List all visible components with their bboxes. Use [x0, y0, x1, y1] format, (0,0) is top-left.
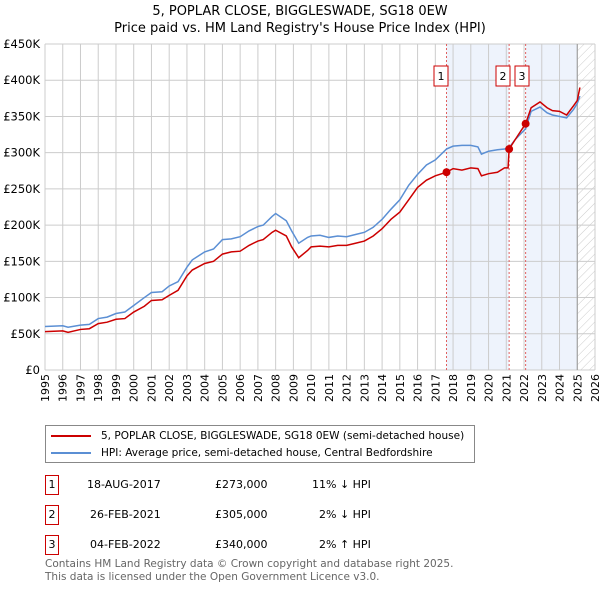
sale-label: 3 — [519, 70, 526, 83]
sale-hpi-diff: 2% ↑ HPI — [319, 538, 371, 551]
y-tick-label: £350K — [3, 109, 40, 123]
red-line-swatch — [51, 435, 91, 437]
sale-row: 3 04-FEB-2022 £340,000 2% ↑ HPI — [45, 535, 445, 555]
x-tick-label: 2019 — [465, 374, 478, 402]
y-tick-label: £250K — [3, 182, 40, 196]
sale-hpi-diff: 2% ↓ HPI — [319, 508, 371, 521]
shaded-period — [446, 44, 509, 370]
chart-title: 5, POPLAR CLOSE, BIGGLESWADE, SG18 0EW — [152, 4, 448, 19]
sale-date: 04-FEB-2022 — [90, 538, 161, 551]
legend-label: HPI: Average price, semi-detached house,… — [101, 447, 433, 459]
price-chart: 1995 1996 1997 1998 1999 2000 2001 2002 2003 2004… — [3, 37, 600, 402]
sale-label-box — [433, 65, 449, 87]
y-tick-label: £150K — [3, 254, 40, 268]
x-tick-label: 2005 — [216, 374, 229, 402]
x-tick-label: 2003 — [181, 374, 194, 402]
y-tick-label: £50K — [11, 327, 41, 341]
x-tick-label: 2014 — [376, 374, 389, 402]
x-tick-label: 2001 — [145, 374, 158, 402]
legend-item-hpi: HPI: Average price, semi-detached house,… — [51, 445, 433, 461]
sale-point — [442, 168, 451, 177]
sale-price: £273,000 — [215, 478, 268, 491]
x-tick-label: 1995 — [39, 374, 52, 402]
sale-date: 18-AUG-2017 — [87, 478, 161, 491]
sale-number: 1 — [45, 475, 59, 495]
legend-label: 5, POPLAR CLOSE, BIGGLESWADE, SG18 0EW (… — [101, 430, 465, 442]
x-tick-label: 2017 — [429, 374, 442, 402]
forecast-hatch — [577, 44, 595, 370]
shaded-period — [525, 44, 578, 370]
x-tick-label: 1999 — [110, 374, 123, 402]
y-tick-label: £450K — [3, 37, 40, 51]
x-tick-label: 1997 — [74, 374, 87, 402]
x-tick-label: 2007 — [252, 374, 265, 402]
x-tick-label: 2023 — [536, 374, 549, 402]
x-tick-label: 2006 — [234, 374, 247, 402]
sale-point — [521, 119, 530, 128]
legend-item-property: 5, POPLAR CLOSE, BIGGLESWADE, SG18 0EW (… — [51, 428, 464, 444]
x-tick-label: 2026 — [589, 374, 600, 402]
y-tick-label: £300K — [3, 146, 40, 160]
x-tick-label: 2022 — [518, 374, 531, 402]
x-tick-label: 2013 — [358, 374, 371, 402]
x-tick-label: 1998 — [92, 374, 105, 402]
x-tick-label: 2011 — [323, 374, 336, 402]
x-tick-label: 2018 — [447, 374, 460, 402]
sale-label: 1 — [438, 70, 445, 83]
sale-point — [505, 145, 514, 154]
x-tick-label: 2016 — [412, 374, 425, 402]
legend: 5, POPLAR CLOSE, BIGGLESWADE, SG18 0EW (… — [45, 425, 475, 463]
sale-row: 1 18-AUG-2017 £273,000 11% ↓ HPI — [45, 475, 445, 495]
blue-line-swatch — [51, 452, 91, 454]
sale-price: £305,000 — [215, 508, 268, 521]
y-tick-label: £200K — [3, 218, 40, 232]
sale-label-box — [495, 65, 511, 87]
y-tick-label: £100K — [3, 291, 40, 305]
x-tick-label: 2021 — [500, 374, 513, 402]
x-tick-label: 2008 — [270, 374, 283, 402]
sale-date: 26-FEB-2021 — [90, 508, 161, 521]
footer-line: This data is licensed under the Open Gov… — [45, 571, 380, 583]
sale-label: 2 — [500, 70, 507, 83]
sale-row: 2 26-FEB-2021 £305,000 2% ↓ HPI — [45, 505, 445, 525]
x-tick-label: 2009 — [287, 374, 300, 402]
sale-label-box — [514, 65, 530, 87]
sale-number: 2 — [45, 505, 59, 525]
footer-line: Contains HM Land Registry data © Crown c… — [45, 558, 454, 570]
x-tick-label: 2020 — [483, 374, 496, 402]
chart-subtitle: Price paid vs. HM Land Registry's House … — [114, 21, 486, 36]
footer: Contains HM Land Registry data © Crown c… — [45, 558, 453, 584]
x-tick-label: 2012 — [341, 374, 354, 402]
sale-hpi-diff: 11% ↓ HPI — [312, 478, 371, 491]
sale-price: £340,000 — [215, 538, 268, 551]
x-tick-label: 2010 — [305, 374, 318, 402]
x-tick-label: 2024 — [554, 374, 567, 402]
x-tick-label: 2015 — [394, 374, 407, 402]
x-tick-label: 2025 — [571, 374, 584, 402]
y-tick-label: £400K — [3, 73, 40, 87]
x-tick-label: 2004 — [199, 374, 212, 402]
x-tick-label: 2000 — [128, 374, 141, 402]
x-tick-label: 1996 — [57, 374, 70, 402]
x-tick-label: 2002 — [163, 374, 176, 402]
y-tick-label: £0 — [25, 363, 40, 377]
sale-number: 3 — [45, 535, 59, 555]
